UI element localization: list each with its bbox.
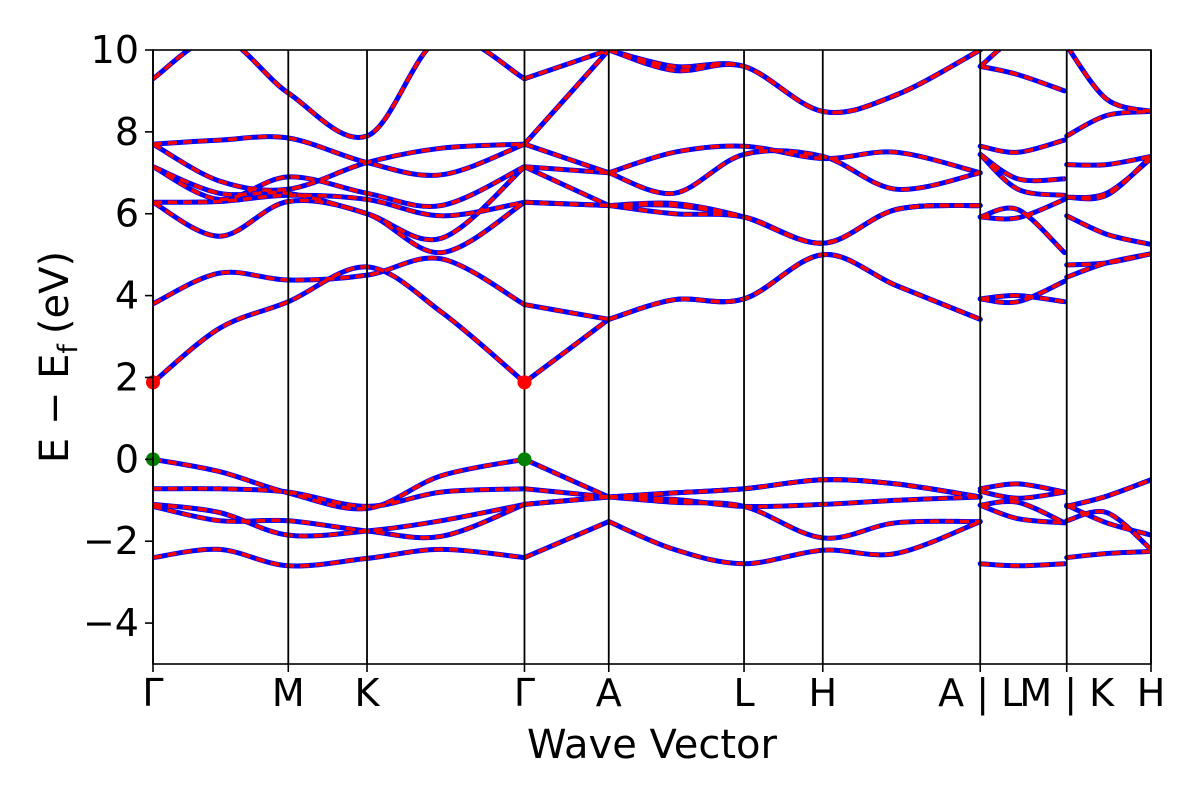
y-tick-label-0: −4 [83, 601, 139, 645]
band-edge-marker-1 [517, 375, 532, 390]
band-6-segment-4-line-b [1066, 252, 1151, 267]
band-8-segment-3-line-b [980, 197, 1066, 221]
y-tick-label-6: 8 [115, 110, 139, 154]
x-axis-ticks: Γ M K Γ A L H A | LM | K H [142, 664, 1165, 716]
band-8-segment-0-line-b [153, 193, 525, 218]
band-6-segment-3-line-b [980, 293, 1065, 304]
band-5-segment-0-line-b [153, 265, 526, 384]
x-axis-title: Wave Vector [527, 722, 778, 768]
band-13-segment-0-line-b [153, 50, 526, 140]
x-tick-label-8: M | K [1019, 671, 1115, 716]
band-2-segment-4-line-a [1064, 508, 1151, 552]
band-0-segment-4-line-b [1066, 549, 1151, 560]
y-tick-label-3: 2 [115, 355, 139, 399]
band-9-segment-2-line-b [608, 201, 981, 245]
x-tick-label-3: Γ [514, 671, 535, 715]
band-1-segment-3-line-b [979, 503, 1065, 525]
band-10-segment-2-line-b [608, 149, 981, 196]
band-11-segment-0-line-b [153, 142, 525, 192]
y-axis-title-group: E − Ef (eV) [32, 251, 84, 463]
band-10-segment-4-line-b [1066, 154, 1151, 167]
band-3-segment-0-line-b [153, 486, 525, 509]
y-tick-label-1: −2 [83, 519, 139, 563]
band-7-segment-3-line-a [977, 205, 1067, 256]
bands-layer [153, 50, 1151, 569]
x-tick-label-9: H [1137, 671, 1166, 715]
band-11-segment-3-line-b [979, 138, 1065, 155]
band-0-segment-2-line-b [608, 519, 981, 566]
band-4-segment-4-line-b [1066, 478, 1151, 509]
band-6-segment-1-line-b [524, 302, 610, 322]
y-axis-title-main: E − E [32, 354, 78, 464]
plot-frame [152, 49, 1152, 665]
x-tick-label-6: H [808, 671, 837, 715]
band-9-segment-1-line-b [523, 165, 610, 208]
band-2-segment-2-line-b [608, 495, 981, 509]
x-tick-label-0: Γ [142, 671, 163, 715]
band-1-segment-2-line-b [608, 495, 981, 540]
band-9-segment-3-line-b [978, 153, 1065, 198]
y-axis-title-unit: (eV) [32, 251, 78, 334]
band-0-segment-3-line-b [980, 561, 1065, 568]
band-4-segment-3-line-b [979, 482, 1065, 494]
x-tick-label-7: A | L [938, 671, 1022, 716]
band-0-segment-1-line-b [523, 519, 610, 560]
band-0-segment-0-line-b [153, 547, 525, 568]
band-5-segment-1-line-b [523, 317, 610, 384]
band-1-segment-4-line-b [1065, 503, 1151, 537]
band-4-segment-0-line-b [153, 457, 525, 511]
x-tick-label-2: K [355, 671, 381, 715]
band-4-segment-2-line-b [608, 477, 981, 499]
x-tick-label-1: M [272, 671, 305, 715]
band-9-segment-4-line-b [1066, 155, 1151, 201]
band-13-segment-2-line-b [608, 50, 982, 115]
band-6-segment-0-line-a [153, 255, 527, 308]
band-3-segment-3-line-b [979, 489, 1065, 500]
band-9-segment-0-line-b [153, 165, 526, 242]
band-11-segment-2-line-b [608, 144, 981, 175]
band-11-segment-1-line-b [523, 142, 610, 175]
x-tick-label-5: L [733, 671, 754, 715]
band-edge-marker-3 [517, 452, 532, 467]
band-12-segment-3-line-b [979, 64, 1066, 93]
band-8-segment-1-line-a [522, 199, 612, 208]
band-6-segment-2-line-b [608, 252, 981, 321]
band-12-segment-1-line-b [523, 50, 611, 146]
y-axis-ticks: −4 −2 0 2 4 6 8 10 [83, 28, 153, 645]
y-tick-label-2: 0 [115, 437, 139, 481]
band-10-segment-0-line-b [153, 165, 526, 209]
y-axis-title: E − Ef (eV) [32, 251, 84, 463]
band-3-segment-1-line-b [524, 487, 609, 499]
band-8-segment-1-line-b [524, 200, 609, 208]
band-13-segment-3-line-a [977, 50, 1003, 69]
band-2-segment-3-line-b [979, 499, 1066, 525]
band-7-segment-0-line-b [153, 198, 526, 255]
band-12-segment-0-line-b [153, 134, 526, 178]
y-tick-label-7: 10 [91, 28, 139, 72]
x-tick-label-4: A [596, 671, 622, 715]
band-1-segment-0-line-b [153, 502, 526, 540]
band-13-segment-1-line-b [523, 50, 610, 81]
band-0-segment-3-line-a [977, 561, 1067, 569]
band-7-segment-4-line-b [1065, 214, 1151, 247]
band-12-segment-4-line-b [1067, 50, 1151, 114]
y-tick-label-5: 6 [115, 192, 139, 236]
y-axis-title-subscript: f [53, 343, 84, 354]
band-11-segment-4-line-b [1065, 109, 1151, 138]
y-tick-label-4: 4 [115, 274, 139, 318]
band-10-segment-3-line-b [979, 152, 1065, 183]
band-5-segment-3-line-b [979, 279, 1066, 305]
band-2-segment-0-line-b [153, 502, 525, 538]
